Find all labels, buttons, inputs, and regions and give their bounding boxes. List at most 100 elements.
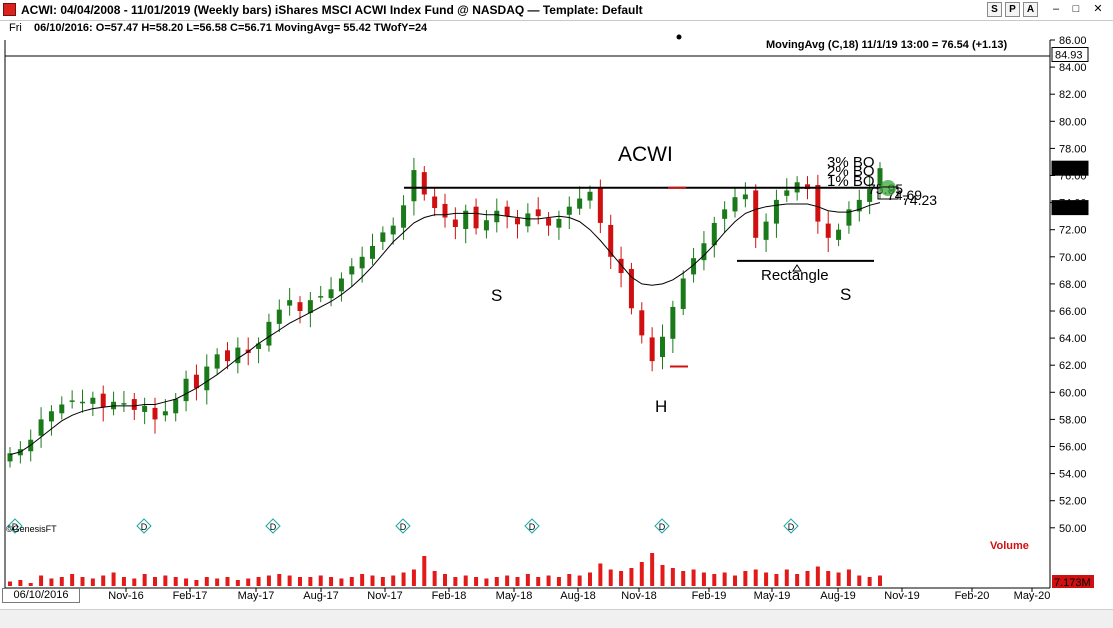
candle-body <box>297 302 303 311</box>
x-tick-label: Nov-19 <box>884 590 919 602</box>
candle-body <box>142 405 148 412</box>
volume-bar <box>318 575 323 586</box>
y-tick-label: 80.00 <box>1059 116 1087 128</box>
rectangle-label: Rectangle <box>761 267 829 284</box>
s-button[interactable]: S <box>987 2 1002 17</box>
volume-bar <box>515 577 520 586</box>
volume-bar <box>277 574 282 586</box>
candle-body <box>7 453 13 462</box>
volume-bar <box>878 575 882 586</box>
status-bar <box>0 609 1113 628</box>
candle-body <box>784 190 790 196</box>
x-tick-label: Aug-19 <box>820 590 855 602</box>
x-tick-label: Feb-17 <box>173 590 208 602</box>
candle-body <box>867 189 873 202</box>
ohlc-readout: 06/10/2016: O=57.47 H=58.20 L=56.58 C=56… <box>34 22 428 34</box>
x-tick-label: May-17 <box>238 590 275 602</box>
volume-value-tag: 7.173M <box>1054 577 1091 589</box>
candle-body <box>307 300 313 314</box>
prev-close-tag-box <box>1051 46 1089 62</box>
y-tick-label: 50.00 <box>1059 523 1087 535</box>
restore-icon[interactable]: □ <box>1072 3 1080 15</box>
volume-bar <box>391 575 396 586</box>
y-tick-label: 82.00 <box>1059 89 1087 101</box>
volume-bar <box>308 577 313 586</box>
candle-body <box>390 225 396 235</box>
candle-body <box>836 229 842 240</box>
candle-body <box>639 310 645 336</box>
app-icon <box>3 3 16 16</box>
volume-bar <box>401 572 406 586</box>
a-button[interactable]: A <box>1023 2 1038 17</box>
candle-body <box>597 187 603 223</box>
candle-body <box>318 296 324 298</box>
volume-bar <box>256 577 261 586</box>
volume-bar <box>287 575 292 586</box>
dividend-letter: D <box>400 522 407 532</box>
volume-bar <box>142 574 147 586</box>
candle-body <box>753 190 759 238</box>
volume-bar <box>867 577 872 586</box>
volume-bar <box>629 568 634 586</box>
volume-bar <box>598 563 603 586</box>
volume-bar <box>380 577 385 586</box>
y-tick-label: 66.00 <box>1059 306 1087 318</box>
candle-body <box>660 336 665 358</box>
volume-bar <box>132 578 137 586</box>
x-tick-label: Aug-18 <box>560 590 595 602</box>
volume-bar <box>484 578 489 586</box>
minimize-icon[interactable]: – <box>1052 3 1060 15</box>
breakout-3-label: 3% BO <box>827 154 875 171</box>
candle-body <box>556 218 562 228</box>
candle-body <box>225 350 230 362</box>
p-button[interactable]: P <box>1005 2 1020 17</box>
candle-body <box>608 224 614 257</box>
breakout-highlight-circle <box>880 180 896 196</box>
x-tick-label: May-20 <box>1014 590 1051 602</box>
left-shoulder-label: S <box>491 286 502 305</box>
volume-bar <box>525 574 530 586</box>
volume-bar <box>111 572 116 586</box>
volume-bar <box>701 572 706 586</box>
volume-bar <box>826 571 831 586</box>
volume-value-box <box>1052 575 1094 588</box>
volume-bar <box>764 572 769 586</box>
candle-body <box>266 321 272 346</box>
current-bar-box <box>877 186 899 200</box>
dividend-icon: D <box>395 518 411 534</box>
candle-body <box>535 209 541 217</box>
candle-body <box>732 197 738 212</box>
volume-bar <box>215 578 220 586</box>
y-tick-label: 78.00 <box>1059 143 1087 155</box>
volume-bar <box>339 578 344 586</box>
close-icon[interactable]: ✕ <box>1093 3 1103 15</box>
candle-body <box>701 243 707 261</box>
candle-body <box>411 170 417 202</box>
moving-average-tag: 73.63 <box>1055 203 1083 215</box>
candle-body <box>525 213 531 227</box>
candle-body <box>338 278 344 292</box>
dividend-icon: D <box>783 518 799 534</box>
volume-bar <box>588 572 592 586</box>
volume-bar <box>422 556 427 586</box>
x-tick-label: Aug-17 <box>303 590 338 602</box>
candle-body <box>670 306 676 339</box>
volume-bar <box>733 575 737 586</box>
cursor-dot <box>676 34 682 40</box>
volume-bar <box>722 572 727 586</box>
candle-body <box>856 199 862 212</box>
x-tick-label: Nov-17 <box>367 590 402 602</box>
candle-body <box>214 354 220 369</box>
candle-body <box>711 222 717 246</box>
dividend-letter: D <box>12 522 19 532</box>
candle-body <box>825 223 831 238</box>
dividend-icon: D <box>7 518 23 534</box>
candle-body <box>432 196 438 209</box>
volume-bar <box>194 580 199 586</box>
candle-body <box>483 220 489 231</box>
x-tick-label: Feb-19 <box>692 590 727 602</box>
candle-body <box>235 347 241 364</box>
candle-body <box>90 397 96 404</box>
